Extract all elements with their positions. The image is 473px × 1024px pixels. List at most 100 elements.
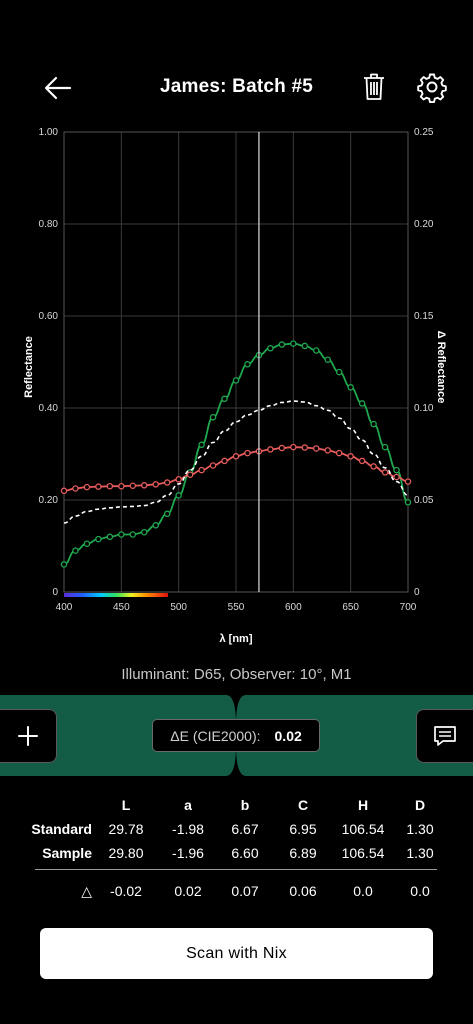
series-point	[370, 463, 377, 470]
settings-button[interactable]	[416, 71, 448, 104]
series-point	[163, 510, 171, 518]
table-header-row: L a b C H D	[20, 793, 446, 817]
row-label-sample: Sample	[42, 845, 92, 861]
series-point	[152, 481, 159, 488]
table-cell: 1.30	[406, 845, 434, 861]
table-cell: 0.06	[289, 883, 317, 899]
series-point	[393, 466, 400, 474]
notes-button[interactable]	[416, 709, 473, 763]
y-tick-label: 0.60	[39, 311, 59, 322]
delta-e-value: 0.02	[274, 727, 302, 744]
table-cell: -1.96	[172, 845, 204, 861]
x-tick-label: 500	[170, 602, 187, 613]
x-tick-label: 550	[228, 602, 245, 613]
message-icon	[434, 726, 456, 746]
y2-axis-label: Δ Reflectance	[435, 331, 447, 404]
y2-tick-label: 0.20	[414, 219, 434, 230]
table-row-delta: △ -0.02 0.02 0.07 0.06 0.0 0.0	[20, 879, 446, 903]
series-point	[290, 443, 297, 451]
series-point	[83, 540, 91, 547]
series-point	[244, 361, 251, 368]
x-tick-label: 450	[113, 602, 130, 613]
x-tick-label: 400	[56, 602, 73, 613]
y2-tick-label: 0.15	[414, 311, 434, 322]
series-point	[404, 478, 412, 485]
y-tick-label: 0.20	[39, 495, 59, 506]
series-point	[129, 531, 137, 538]
y2-tick-label: 0.10	[414, 403, 434, 414]
series-point	[232, 453, 240, 460]
series-point	[335, 449, 343, 457]
y-tick-label: 0.80	[39, 219, 59, 230]
back-button[interactable]	[40, 72, 76, 104]
table-cell: 106.54	[341, 821, 385, 837]
table-header	[20, 793, 92, 817]
y-tick-label: 0.40	[39, 403, 59, 414]
x-tick-label: 650	[342, 602, 359, 613]
table-divider	[35, 869, 437, 870]
series-line-difference	[63, 400, 409, 524]
table-row: Standard 29.78 -1.98 6.67 6.95 106.54 1.…	[20, 817, 446, 841]
series-point	[175, 476, 182, 483]
series-point	[221, 395, 228, 403]
table-cell: 29.80	[108, 845, 144, 861]
trash-icon	[364, 73, 384, 100]
series-point	[106, 482, 114, 490]
row-label-standard: Standard	[31, 821, 92, 837]
series-point	[186, 471, 194, 478]
series-point	[324, 447, 331, 454]
table-cell: 6.60	[231, 845, 259, 861]
series-point	[347, 453, 354, 460]
table-header: a	[184, 797, 192, 813]
y2-tick-label: 0	[414, 587, 420, 598]
series-point	[335, 368, 343, 376]
series-point	[72, 547, 79, 554]
series-point	[221, 457, 228, 465]
y2-tick-label: 0.25	[414, 127, 434, 138]
table-cell: 1.30	[406, 821, 434, 837]
series-point	[106, 533, 114, 541]
x-tick-label: 700	[400, 602, 417, 613]
table-cell: 29.78	[108, 821, 144, 837]
plus-icon	[18, 726, 38, 746]
series-point	[118, 482, 125, 490]
series-point	[198, 441, 205, 449]
y-tick-label: 0	[52, 587, 58, 598]
series-point	[301, 444, 309, 451]
series-point	[301, 342, 309, 350]
series-point	[267, 344, 274, 352]
table-cell: 6.89	[289, 845, 317, 861]
reflectance-chart[interactable]: 400 450 500 550 600 650 700 0 0.20 0.40 0.60 0.80 1.…	[0, 115, 473, 655]
table-cell: 0.02	[174, 883, 202, 899]
series-point	[152, 522, 159, 529]
add-button[interactable]	[0, 709, 57, 763]
series-point	[60, 561, 68, 568]
series-point	[95, 483, 102, 490]
illuminant-info: Illuminant: D65, Observer: 10°, M1	[121, 666, 352, 683]
y-axis-label: Reflectance	[23, 336, 35, 398]
series-point	[175, 492, 182, 499]
series-point	[209, 462, 217, 469]
scan-button[interactable]: Scan with Nix	[40, 928, 433, 979]
table-cell: 0.0	[353, 883, 373, 899]
series-point	[198, 466, 205, 474]
table-cell: -0.02	[110, 883, 142, 899]
table-cell: 0.0	[410, 883, 430, 899]
series-point	[95, 535, 102, 543]
series-point	[381, 469, 389, 476]
table-header: D	[414, 797, 426, 813]
series-point	[370, 420, 377, 428]
y-tick-label: 1.00	[39, 127, 59, 138]
table-row: Sample 29.80 -1.96 6.60 6.89 106.54 1.30	[20, 841, 446, 865]
table-header: L	[121, 797, 131, 813]
series-point	[404, 499, 412, 506]
series-point	[267, 446, 274, 453]
table-cell: 6.67	[231, 821, 259, 837]
series-point	[381, 443, 389, 451]
series-point	[393, 473, 400, 481]
series-point	[324, 356, 331, 363]
series-point	[313, 347, 320, 354]
delete-button[interactable]	[360, 71, 388, 103]
table-header: b	[240, 797, 250, 813]
series-point	[72, 485, 79, 492]
